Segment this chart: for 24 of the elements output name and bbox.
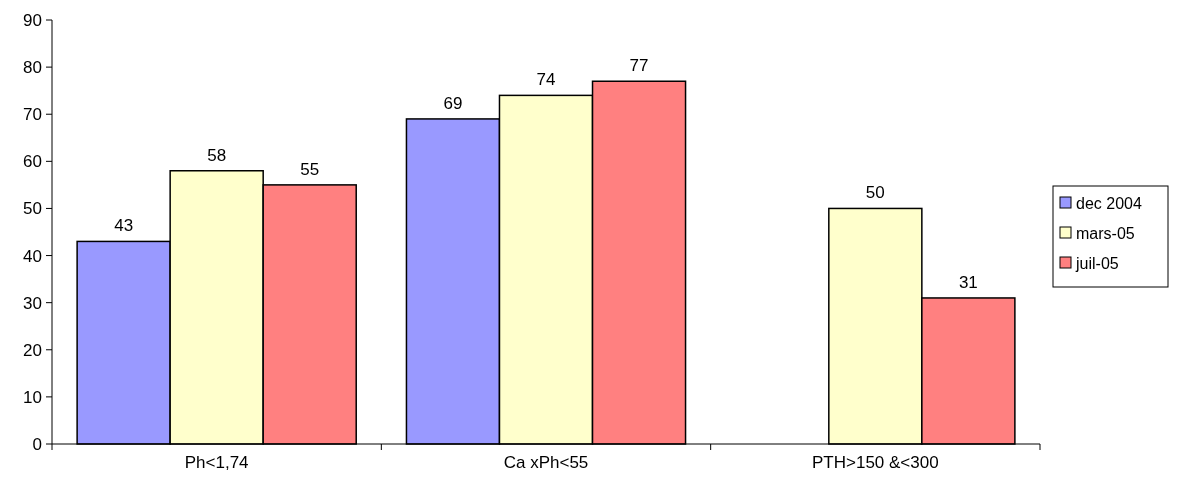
x-tick-label: PTH>150 &<300 (812, 453, 939, 472)
y-tick-label: 40 (23, 246, 42, 266)
x-tick-label: Ph<1,74 (184, 453, 249, 472)
y-tick-label: 80 (23, 58, 42, 78)
y-tick-label: 50 (23, 199, 42, 219)
data-label: 74 (536, 70, 556, 90)
data-label: 43 (114, 216, 134, 236)
y-tick-label: 10 (23, 387, 42, 407)
data-label: 77 (629, 56, 649, 76)
legend-label: dec 2004 (1076, 194, 1142, 212)
y-tick-label: 70 (23, 105, 42, 125)
y-tick-label: 0 (32, 434, 42, 454)
y-tick-label: 90 (23, 10, 42, 30)
legend-label: juil-05 (1075, 254, 1119, 272)
data-label: 50 (865, 183, 885, 203)
y-tick-label: 30 (23, 293, 42, 313)
data-label: 58 (207, 145, 227, 165)
x-tick-label: Ca xPh<55 (503, 453, 589, 472)
y-tick-label: 60 (23, 152, 42, 172)
data-label: 55 (300, 159, 320, 179)
legend-label: mars-05 (1076, 224, 1135, 242)
data-label: 69 (443, 93, 463, 113)
data-label: 31 (958, 272, 978, 292)
y-tick-label: 20 (23, 340, 42, 360)
